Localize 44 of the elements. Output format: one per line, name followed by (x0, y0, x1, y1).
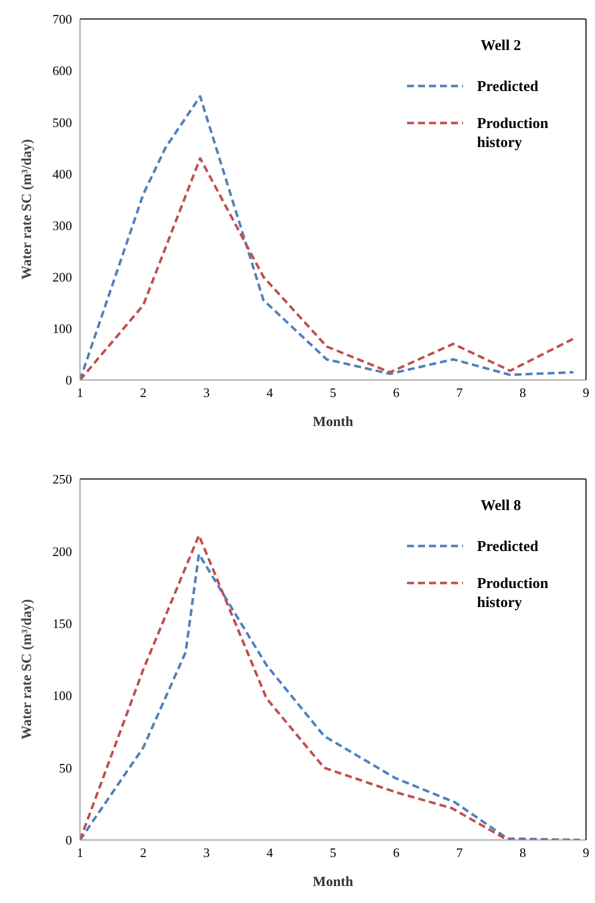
y-tick-label: 500 (52, 114, 72, 130)
y-tick-label: 200 (52, 544, 72, 559)
legend-label: Production history (477, 115, 550, 153)
y-tick-label: 150 (52, 616, 72, 632)
x-tick-label: 1 (76, 845, 84, 860)
x-axis-title: Month (312, 415, 354, 430)
y-tick-label: 0 (66, 832, 72, 848)
legend-label: Predicted (477, 78, 540, 97)
x-tick-label: 4 (266, 845, 274, 860)
x-tick-label: 8 (520, 845, 526, 860)
y-tick-label: 100 (52, 688, 72, 704)
x-tick-label: 2 (140, 385, 146, 400)
x-tick-label: 1 (76, 385, 84, 400)
x-tick-label: 9 (582, 845, 590, 860)
y-axis-title: Water rate SC (m³/day) (20, 138, 35, 280)
x-tick-label: 7 (456, 385, 464, 400)
y-tick-label: 600 (52, 63, 72, 78)
x-tick-label: 4 (266, 385, 274, 400)
x-tick-label: 6 (393, 385, 400, 400)
x-tick-label: 3 (203, 845, 210, 860)
x-tick-label: 7 (456, 845, 464, 860)
x-tick-label: 5 (330, 845, 336, 860)
x-tick-label: 2 (140, 845, 146, 860)
y-tick-label: 200 (52, 269, 72, 284)
y-tick-label: 100 (52, 321, 72, 336)
text: Well 2 (476, 38, 525, 55)
legend-label: Predicted (477, 538, 540, 557)
x-axis-title: Month (312, 875, 354, 890)
x-tick-label: 5 (330, 385, 336, 400)
line-series (80, 156, 575, 380)
y-tick-label: 0 (66, 372, 72, 388)
x-tick-label: 9 (582, 385, 590, 400)
y-tick-label: 250 (52, 472, 72, 487)
x-tick-label: 8 (520, 385, 526, 400)
x-tick-label: 6 (393, 845, 400, 860)
legend-label: Production history (477, 575, 550, 613)
text: Well 8 (476, 498, 525, 515)
y-tick-label: 400 (52, 166, 72, 182)
y-tick-label: 300 (52, 218, 72, 233)
y-axis-title: Water rate SC (m³/day) (20, 598, 35, 740)
y-tick-label: 50 (59, 760, 72, 776)
y-tick-label: 700 (52, 12, 72, 27)
line-series (80, 95, 575, 380)
x-tick-label: 3 (203, 385, 210, 400)
